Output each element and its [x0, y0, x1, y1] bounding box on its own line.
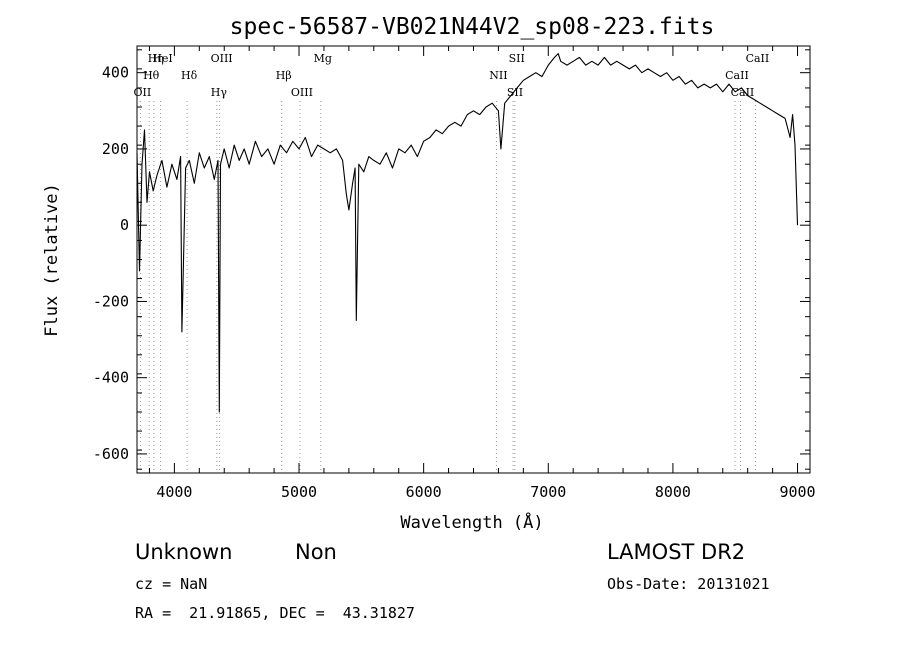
y-tick-label: 400	[102, 64, 129, 82]
x-axis-label: Wavelength (Å)	[400, 511, 543, 533]
line-marker-label: OIII	[211, 52, 233, 65]
plot-frame	[136, 45, 811, 474]
line-marker-label: Hβ	[276, 69, 292, 82]
axis-ticks: 4000 5000 6000 7000 8000 9000 -600 -400 -200 0 200…	[93, 46, 816, 501]
line-marker-label: Hη	[148, 52, 164, 65]
y-tick-label: -600	[93, 445, 129, 463]
line-marker-label: OII	[134, 86, 152, 99]
line-marker-label: OIII	[291, 86, 313, 99]
x-tick-label: 6000	[406, 483, 442, 501]
chart-title: spec-56587-VB021N44V2_sp08-223.fits	[230, 14, 715, 40]
y-axis-label: Flux (relative)	[42, 183, 62, 337]
line-marker-label: NII	[489, 69, 507, 82]
line-marker-label: Hγ	[211, 86, 228, 99]
object-class: Unknown	[135, 540, 233, 564]
line-marker-label: Hθ	[143, 69, 160, 82]
line-marker-label: CaII	[746, 52, 770, 65]
line-marker-label: Mg	[314, 52, 332, 65]
y-tick-label: 0	[120, 216, 129, 234]
spectrum-chart: spec-56587-VB021N44V2_sp08-223.fits Hη Hθ…	[42, 14, 816, 533]
x-tick-label: 7000	[530, 483, 566, 501]
spectrum-line	[136, 53, 799, 413]
line-marker-label: HeI	[152, 52, 172, 65]
line-marker-label: Hδ	[181, 69, 198, 82]
line-marker-layer: HηHθOIIHeIHδHγOIIIHβOIIIMgNIISIISIICaIIC…	[134, 52, 770, 473]
line-marker-label: CaII	[725, 69, 749, 82]
x-tick-label: 9000	[779, 483, 815, 501]
series-layer	[136, 53, 799, 413]
redshift-cz: cz = NaN	[135, 575, 208, 593]
x-tick-label: 5000	[281, 483, 317, 501]
y-tick-label: 200	[102, 140, 129, 158]
object-subclass: Non	[295, 540, 337, 564]
x-tick-label: 8000	[655, 483, 691, 501]
x-tick-label: 4000	[156, 483, 192, 501]
ra-dec-coordinates: RA = 21.91865, DEC = 43.31827	[135, 604, 415, 622]
observation-date: Obs-Date: 20131021	[607, 575, 770, 593]
survey-name: LAMOST DR2	[607, 540, 746, 564]
y-tick-label: -200	[93, 292, 129, 310]
y-tick-label: -400	[93, 369, 129, 387]
line-marker-label: SII	[509, 52, 525, 65]
